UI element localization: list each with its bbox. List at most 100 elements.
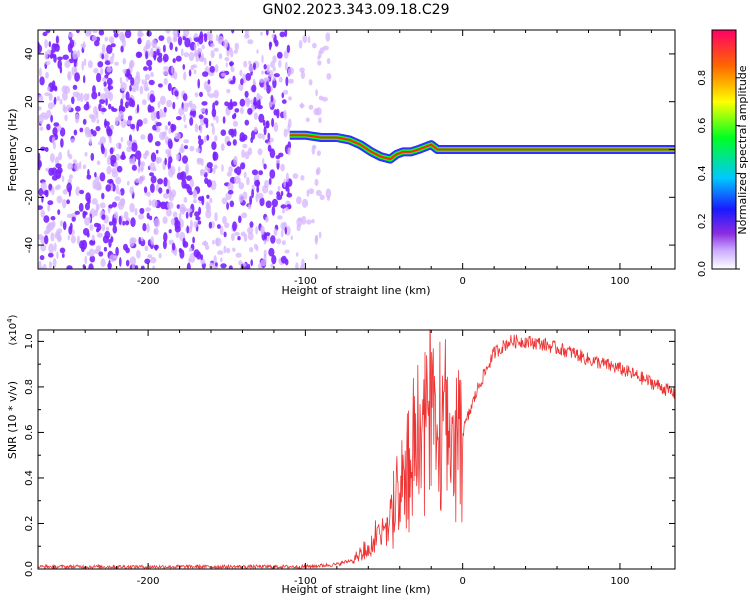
- noise-speckle: [126, 180, 130, 186]
- noise-speckle: [216, 224, 221, 229]
- noise-speckle: [168, 140, 173, 150]
- noise-speckle: [312, 144, 317, 150]
- noise-speckle: [248, 60, 252, 65]
- noise-speckle: [136, 104, 140, 114]
- noise-speckle: [140, 265, 145, 269]
- noise-speckle: [118, 31, 125, 41]
- noise-speckle: [101, 192, 105, 200]
- noise-speckle: [97, 61, 104, 68]
- noise-speckle: [48, 261, 53, 269]
- noise-speckle: [246, 176, 250, 186]
- noise-speckle: [194, 92, 199, 98]
- noise-speckle: [308, 104, 314, 110]
- colorbar-label: Normalized spectral amplitude: [736, 65, 749, 234]
- noise-speckle: [168, 167, 174, 178]
- bottom-plot-frame: [37, 329, 676, 570]
- noise-speckle: [208, 221, 213, 229]
- noise-speckle: [106, 44, 113, 54]
- noise-speckle: [51, 53, 57, 58]
- noise-speckle: [103, 81, 107, 87]
- noise-speckle: [268, 190, 273, 196]
- noise-speckle: [53, 43, 59, 48]
- noise-speckle: [264, 216, 269, 223]
- noise-speckle: [213, 255, 217, 265]
- noise-speckle: [277, 185, 281, 191]
- noise-speckle: [155, 157, 162, 164]
- noise-speckle: [326, 73, 332, 80]
- noise-speckle: [275, 159, 281, 164]
- noise-speckle: [206, 194, 210, 199]
- noise-speckle: [39, 67, 42, 77]
- noise-speckle: [139, 85, 144, 95]
- colorbar-tick-label: 0.0: [697, 261, 708, 277]
- noise-speckle: [179, 203, 186, 213]
- noise-speckle: [53, 122, 60, 127]
- noise-speckle: [193, 221, 198, 228]
- noise-speckle: [200, 258, 206, 265]
- noise-speckle: [136, 82, 139, 92]
- noise-speckle: [38, 188, 44, 197]
- noise-speckle: [283, 128, 288, 138]
- noise-speckle: [311, 219, 315, 224]
- noise-speckle: [143, 186, 148, 193]
- noise-speckle: [249, 221, 254, 228]
- noise-speckle: [90, 152, 95, 161]
- noise-speckle: [128, 97, 134, 107]
- noise-speckle: [149, 162, 156, 171]
- noise-speckle: [174, 132, 181, 140]
- noise-speckle: [237, 236, 241, 241]
- noise-speckle: [221, 72, 226, 77]
- noise-speckle: [97, 232, 103, 238]
- noise-speckle: [38, 205, 43, 210]
- noise-speckle: [201, 44, 205, 50]
- noise-speckle: [195, 53, 199, 63]
- noise-speckle: [45, 71, 49, 79]
- noise-speckle: [238, 193, 244, 203]
- noise-speckle: [221, 164, 224, 173]
- noise-speckle: [226, 171, 232, 177]
- colorbar-tick-label: 0.2: [697, 213, 708, 229]
- noise-speckle: [144, 258, 151, 264]
- noise-speckle: [175, 46, 178, 52]
- noise-speckle: [101, 53, 105, 60]
- noise-speckle: [85, 30, 92, 37]
- noise-speckle: [278, 59, 282, 68]
- noise-speckle: [196, 157, 203, 162]
- noise-speckle: [249, 195, 253, 205]
- noise-speckle: [306, 219, 312, 225]
- noise-speckle: [241, 149, 246, 159]
- noise-speckle: [182, 93, 188, 102]
- noise-speckle: [182, 155, 188, 164]
- noise-speckle: [193, 43, 197, 51]
- noise-speckle: [120, 45, 124, 53]
- noise-speckle: [272, 55, 277, 64]
- noise-speckle: [60, 138, 64, 148]
- noise-speckle: [183, 102, 189, 113]
- y-tick-label: 0.8: [24, 379, 35, 395]
- noise-speckle: [130, 123, 136, 130]
- noise-speckle: [46, 123, 51, 131]
- noise-speckle: [247, 226, 254, 234]
- noise-speckle: [249, 99, 254, 105]
- noise-speckle: [319, 47, 325, 54]
- noise-speckle: [57, 56, 63, 61]
- noise-speckle: [209, 262, 213, 269]
- noise-speckle: [206, 202, 211, 213]
- noise-speckle: [82, 211, 88, 216]
- noise-speckle: [68, 187, 72, 197]
- y-tick-label: 0.0: [24, 561, 35, 577]
- noise-speckle: [259, 78, 265, 83]
- noise-speckle: [100, 67, 104, 76]
- noise-speckle: [107, 85, 114, 90]
- noise-speckle: [203, 117, 209, 125]
- noise-speckle: [251, 130, 256, 140]
- noise-speckle: [106, 165, 112, 175]
- noise-speckle: [210, 50, 215, 59]
- noise-speckle: [200, 169, 204, 177]
- noise-speckle: [229, 50, 234, 58]
- noise-speckle: [188, 51, 195, 62]
- noise-speckle: [51, 167, 58, 176]
- noise-speckle: [79, 92, 84, 103]
- noise-speckle: [135, 265, 139, 269]
